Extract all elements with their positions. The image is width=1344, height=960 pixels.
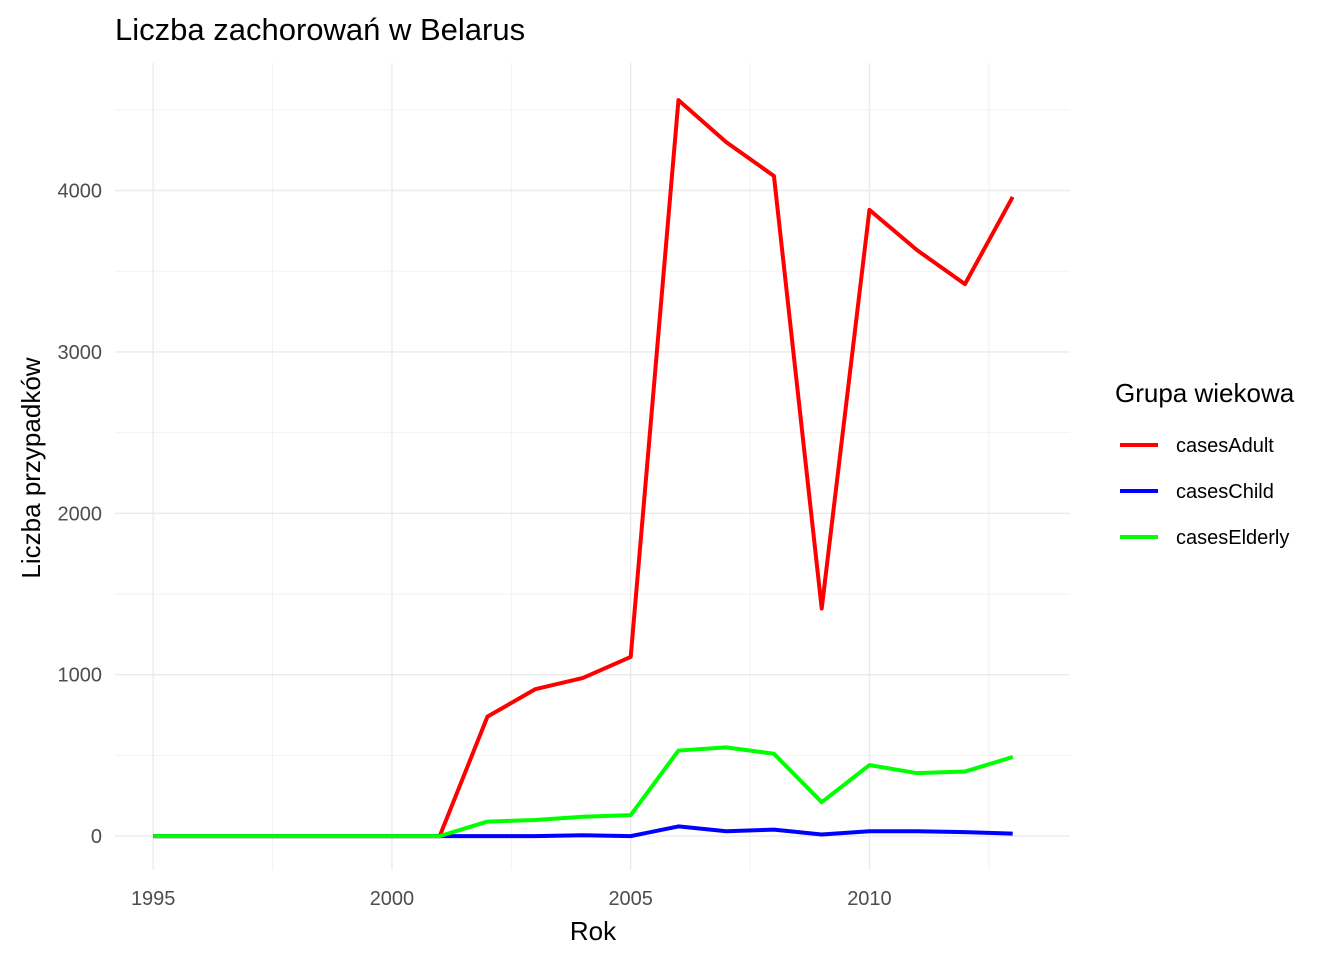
series-line-casesElderly [153, 745, 1014, 839]
y-axis-ticks: 0 1000 2000 3000 4000 [58, 181, 103, 849]
y-axis-title: Liczba przypadków [16, 357, 46, 578]
x-axis-ticks: 1995 2000 2005 2010 [131, 888, 892, 910]
x-tick-label: 2010 [847, 888, 892, 910]
x-axis-title: Rok [570, 916, 617, 946]
y-tick-label: 4000 [58, 181, 103, 203]
legend-item-casesElderly: casesElderly [1120, 527, 1289, 549]
y-tick-label: 1000 [58, 665, 103, 687]
x-tick-label: 2000 [370, 888, 415, 910]
legend-title: Grupa wiekowa [1115, 378, 1295, 408]
y-tick-label: 3000 [58, 342, 103, 364]
series-lines [153, 98, 1015, 839]
x-tick-label: 2005 [608, 888, 653, 910]
y-tick-label: 0 [91, 826, 102, 848]
legend-label: casesElderly [1176, 527, 1289, 549]
chart-title: Liczba zachorowań w Belarus [115, 12, 525, 47]
grid [115, 63, 1070, 870]
legend-items: casesAdult casesChild casesElderly [1120, 435, 1289, 549]
legend-label: casesChild [1176, 481, 1274, 503]
y-tick-label: 2000 [58, 503, 103, 525]
legend-item-casesChild: casesChild [1120, 481, 1274, 503]
legend-item-casesAdult: casesAdult [1120, 435, 1274, 457]
series-line-casesAdult [153, 98, 1015, 839]
x-tick-label: 1995 [131, 888, 176, 910]
legend: Grupa wiekowa casesAdult casesChild casesE… [1115, 378, 1295, 549]
legend-label: casesAdult [1176, 435, 1274, 457]
